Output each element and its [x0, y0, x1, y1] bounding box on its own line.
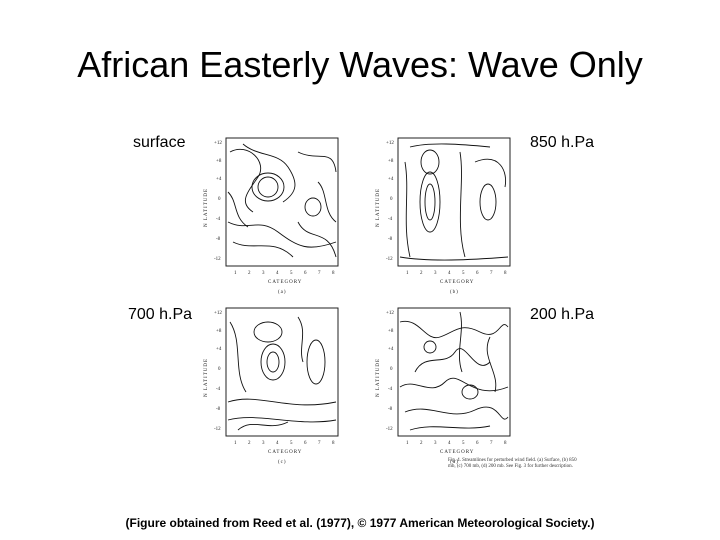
slide-title: African Easterly Waves: Wave Only	[77, 44, 643, 85]
xlabel-200hpa: CATEGORY	[440, 450, 474, 455]
svg-text:7: 7	[490, 441, 493, 446]
svg-text:-8: -8	[216, 407, 221, 412]
svg-text:4: 4	[276, 441, 279, 446]
svg-text:5: 5	[290, 271, 293, 276]
svg-text:7: 7	[318, 441, 321, 446]
svg-text:2: 2	[248, 441, 251, 446]
svg-text:+4: +4	[388, 177, 394, 182]
svg-text:+4: +4	[388, 347, 394, 352]
label-surface: surface	[133, 134, 186, 151]
streamlines-850hpa	[399, 143, 509, 261]
panel-letter-b: (b)	[450, 290, 459, 295]
source-caption: (Figure obtained from Reed et al. (1977)…	[125, 516, 595, 530]
svg-text:4: 4	[448, 271, 451, 276]
svg-text:3: 3	[434, 271, 437, 276]
svg-text:-4: -4	[216, 387, 221, 392]
svg-text:3: 3	[262, 441, 265, 446]
panel-letter-d: (d)	[450, 460, 459, 465]
svg-text:2: 2	[420, 441, 423, 446]
ylabel-850hpa: N LATITUDE	[376, 188, 381, 227]
svg-text:+4: +4	[216, 347, 222, 352]
ylabel-surface: N LATITUDE	[204, 188, 209, 227]
svg-text:0: 0	[390, 367, 393, 372]
svg-text:+8: +8	[388, 159, 394, 164]
svg-text:6: 6	[304, 271, 307, 276]
svg-text:-4: -4	[388, 217, 393, 222]
svg-text:0: 0	[218, 367, 221, 372]
xlabel-surface: CATEGORY	[268, 280, 302, 285]
svg-text:+8: +8	[216, 329, 222, 334]
svg-text:6: 6	[304, 441, 307, 446]
svg-text:4: 4	[448, 441, 451, 446]
svg-text:+8: +8	[388, 329, 394, 334]
svg-text:-4: -4	[216, 217, 221, 222]
svg-text:-8: -8	[216, 237, 221, 242]
xlabel-700hpa: CATEGORY	[268, 450, 302, 455]
svg-text:+12: +12	[386, 311, 394, 316]
streamlines-surface	[227, 143, 337, 258]
streamlines-200hpa	[399, 311, 509, 431]
svg-text:0: 0	[218, 197, 221, 202]
svg-text:-8: -8	[388, 237, 393, 242]
svg-text:4: 4	[276, 271, 279, 276]
label-200hpa: 200 h.Pa	[530, 306, 595, 323]
label-700hpa: 700 h.Pa	[128, 306, 193, 323]
svg-text:-12: -12	[386, 257, 393, 262]
xlabel-850hpa: CATEGORY	[440, 280, 474, 285]
svg-text:+12: +12	[214, 141, 222, 146]
svg-text:+12: +12	[214, 311, 222, 316]
svg-text:-12: -12	[386, 427, 393, 432]
svg-text:0: 0	[390, 197, 393, 202]
svg-text:-12: -12	[214, 427, 221, 432]
label-850hpa: 850 h.Pa	[530, 134, 595, 151]
svg-text:-8: -8	[388, 407, 393, 412]
svg-text:+4: +4	[216, 177, 222, 182]
figure-caption: Fig. 4. Streamlines for perturbed wind f…	[448, 458, 577, 469]
svg-text:3: 3	[262, 271, 265, 276]
svg-text:1: 1	[406, 271, 409, 276]
ylabel-700hpa: N LATITUDE	[204, 358, 209, 397]
ylabel-200hpa: N LATITUDE	[376, 358, 381, 397]
svg-text:8: 8	[332, 271, 335, 276]
svg-text:1: 1	[234, 271, 237, 276]
svg-text:3: 3	[434, 441, 437, 446]
svg-text:5: 5	[462, 441, 465, 446]
svg-text:1: 1	[234, 441, 237, 446]
svg-text:2: 2	[420, 271, 423, 276]
svg-text:5: 5	[290, 441, 293, 446]
svg-text:1: 1	[406, 441, 409, 446]
streamlines-700hpa	[227, 316, 337, 431]
svg-text:-12: -12	[214, 257, 221, 262]
svg-text:5: 5	[462, 271, 465, 276]
panel-letter-a: (a)	[278, 290, 287, 295]
svg-text:8: 8	[504, 441, 507, 446]
svg-text:7: 7	[318, 271, 321, 276]
svg-text:+8: +8	[216, 159, 222, 164]
svg-text:+12: +12	[386, 141, 394, 146]
svg-text:6: 6	[476, 271, 479, 276]
panel-letter-c: (c)	[278, 460, 287, 465]
svg-text:8: 8	[332, 441, 335, 446]
svg-text:7: 7	[490, 271, 493, 276]
svg-text:6: 6	[476, 441, 479, 446]
svg-text:2: 2	[248, 271, 251, 276]
svg-text:-4: -4	[388, 387, 393, 392]
svg-text:8: 8	[504, 271, 507, 276]
